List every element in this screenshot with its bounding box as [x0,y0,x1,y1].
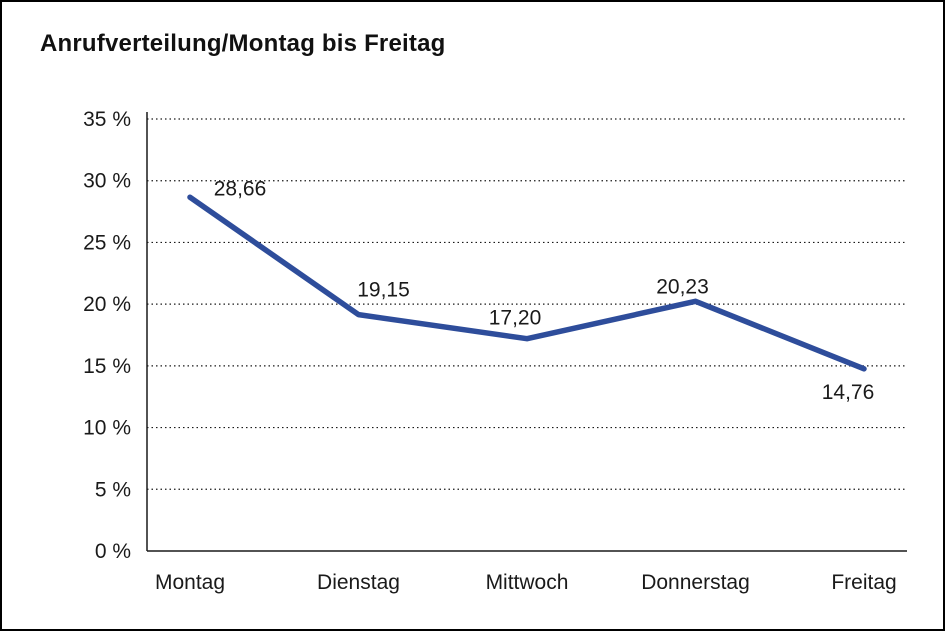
y-tick-label: 20 % [83,293,131,316]
data-label: 17,20 [489,307,542,330]
x-category-label: Donnerstag [641,571,750,594]
chart-title: Anrufverteilung/Montag bis Freitag [40,30,446,57]
x-category-label: Dienstag [317,571,400,594]
data-label: 20,23 [656,275,709,298]
x-category-label: Mittwoch [486,571,569,594]
data-label: 14,76 [822,381,875,404]
y-tick-label: 35 % [83,108,131,131]
y-tick-label: 30 % [83,170,131,193]
data-line [187,194,867,372]
x-category-label: Montag [155,571,225,594]
y-tick-label: 5 % [95,478,131,501]
data-label: 28,66 [214,177,267,200]
y-tick-label: 25 % [83,231,131,254]
y-tick-label: 0 % [95,540,131,563]
x-category-label: Freitag [831,571,896,594]
y-tick-label: 10 % [83,417,131,440]
y-tick-label: 15 % [83,355,131,378]
data-label: 19,15 [357,279,410,302]
